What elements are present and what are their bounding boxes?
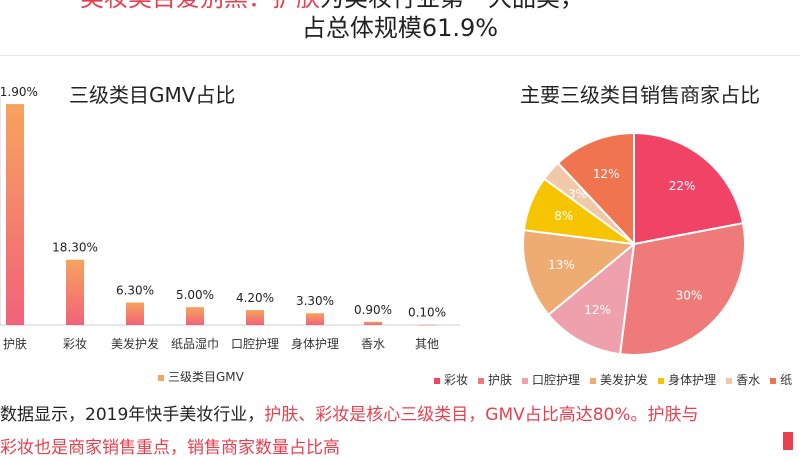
pie-slice-label: 13% xyxy=(548,258,575,272)
pie-legend-label: 美发护发 xyxy=(600,373,649,387)
bar-身体护理 xyxy=(306,313,324,325)
bar-口腔护理 xyxy=(246,310,264,325)
bar-value-label: 3.30% xyxy=(296,294,334,308)
bar-value-label: 18.30% xyxy=(52,241,98,255)
bar-value-label: 61.90% xyxy=(0,85,38,99)
pie-legend-item: 护肤 xyxy=(478,371,512,388)
pie-slice-美发护发 xyxy=(522,228,637,317)
pie-slice-label: 30% xyxy=(676,289,703,303)
pie-legend-swatch xyxy=(478,377,485,384)
pie-slice-label: 12% xyxy=(584,303,611,317)
pie-slice-口腔护理 xyxy=(547,241,636,356)
pie-slice-护肤 xyxy=(618,222,746,356)
footer-highlight: 护肤、彩妆是核心三级类目，GMV占比高达80%。护肤与 xyxy=(264,405,699,425)
pie-legend-label: 护肤 xyxy=(488,373,513,387)
bar-value-label: 5.00% xyxy=(176,288,214,302)
bar-value-label: 0.10% xyxy=(408,306,446,320)
bar-category-label: 彩妆 xyxy=(63,337,87,351)
pie-legend-swatch xyxy=(770,377,777,384)
bar-category-label: 香水 xyxy=(361,337,385,351)
headline-line-2: 占总体规模61.9% xyxy=(301,14,499,42)
pie-legend-swatch xyxy=(726,377,733,384)
pie-slice-label: 8% xyxy=(554,209,573,223)
footer-text-a: 数据显示，2019年快手美妆行业， xyxy=(0,405,265,425)
pie-legend-item: 彩妆 xyxy=(434,371,468,388)
pie-legend-item: 美发护发 xyxy=(590,371,648,388)
pie-slice-纸品湿巾 xyxy=(556,131,635,247)
headline-line-1: 美妆类目爱别黑：护肤为美妆行业第一大品类， xyxy=(80,0,584,12)
bar-chart-title: 三级类目GMV占比 xyxy=(69,83,236,107)
pie-legend-swatch xyxy=(590,377,597,384)
bar-纸品湿巾 xyxy=(186,307,204,325)
bar-护肤 xyxy=(6,104,24,326)
bar-category-label: 纸品湿巾 xyxy=(171,336,219,351)
bar-category-label: 身体护理 xyxy=(291,336,339,351)
brand-corner-mark xyxy=(783,432,793,450)
bar-美发护发 xyxy=(126,302,144,325)
bar-category-label: 其他 xyxy=(415,337,439,351)
pie-slice-label: 12% xyxy=(593,167,620,181)
pie-slice-label: 22% xyxy=(669,179,696,193)
headline-highlight: 护肤 xyxy=(272,0,320,12)
bar-legend: 三级类目GMV xyxy=(158,368,244,385)
bar-legend-label: 三级类目GMV xyxy=(168,370,244,384)
pie-slice-彩妆 xyxy=(633,131,745,246)
bar-category-label: 口腔护理 xyxy=(231,336,279,351)
bar-value-label: 6.30% xyxy=(116,284,154,298)
pie-chart-title: 主要三级类目销售商家占比 xyxy=(520,83,760,107)
bar-legend-swatch xyxy=(158,374,164,381)
bar-value-label: 4.20% xyxy=(236,291,274,305)
headline-red-part: 美妆类目爱别黑： xyxy=(80,0,272,12)
footer-line-2: 彩妆也是商家销售重点，销售商家数量占比高 xyxy=(0,438,340,458)
pie-legend-swatch xyxy=(522,377,529,384)
bar-series-group: 61.90% 护肤 18.30% 彩妆 6.30% 美发护发 5.00% 纸品湿巾 4.20% 口… xyxy=(0,85,446,351)
pie-legend-label: 纸 xyxy=(780,373,793,387)
pie-slice-group: 22% 30% 12% 13% 8% 3% 12% xyxy=(522,131,746,356)
bar-香水 xyxy=(364,321,382,325)
pie-legend-label: 彩妆 xyxy=(444,373,469,387)
headline-dark-part: 为美妆行业第一大品类， xyxy=(320,0,584,12)
bar-category-label: 护肤 xyxy=(3,336,27,351)
pie-legend-label: 身体护理 xyxy=(668,373,717,387)
pie-legend-swatch xyxy=(434,377,440,384)
bar-其他 xyxy=(418,324,436,326)
bar-value-label: 0.90% xyxy=(354,303,392,317)
pie-legend-item: 香水 xyxy=(726,371,760,388)
bar-category-label: 美发护发 xyxy=(111,336,159,351)
pie-legend: 彩妆 护肤 口腔护理 美发护发 身体护理 香水 纸 xyxy=(434,371,800,388)
pie-legend-label: 口腔护理 xyxy=(532,373,581,387)
pie-legend-label: 香水 xyxy=(736,373,761,387)
pie-legend-swatch xyxy=(658,377,665,384)
pie-slice-label: 3% xyxy=(568,187,587,201)
footer-line-1: 数据显示，2019年快手美妆行业，护肤、彩妆是核心三级类目，GMV占比高达80%… xyxy=(0,404,699,426)
pie-legend-item: 身体护理 xyxy=(658,371,716,388)
top-divider xyxy=(0,55,800,56)
pie-legend-item: 纸 xyxy=(770,371,792,388)
pie-legend-item: 口腔护理 xyxy=(522,371,580,388)
bar-彩妆 xyxy=(66,259,84,325)
